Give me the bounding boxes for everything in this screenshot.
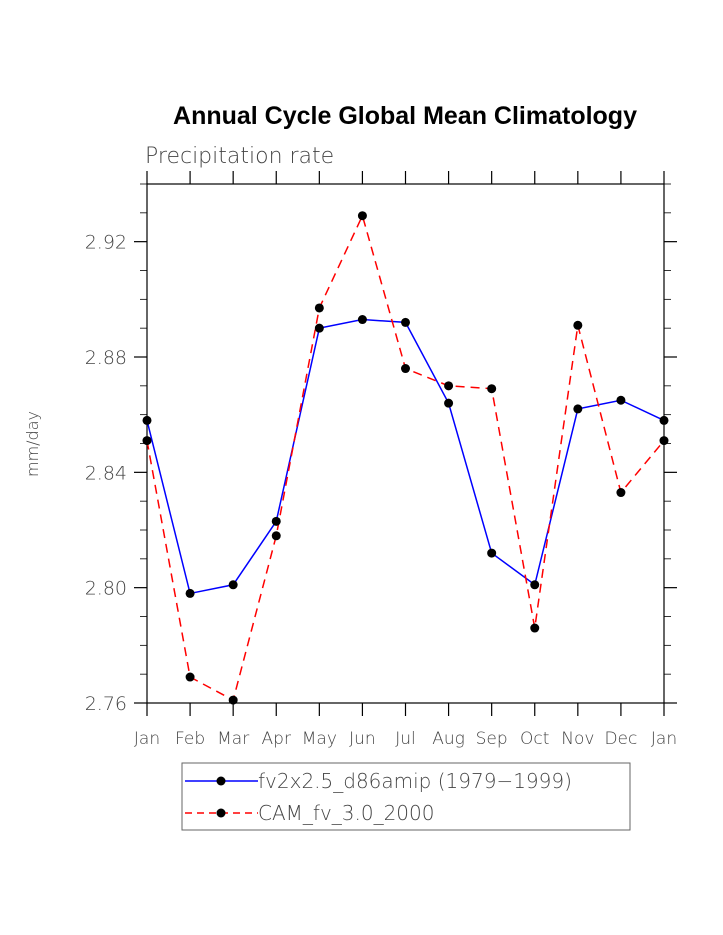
y-tick-label: 2.84 <box>85 462 127 484</box>
series-line-2 <box>146 213 665 702</box>
x-tick-label: Nov <box>561 729 594 749</box>
data-point-series-2 <box>659 436 669 446</box>
x-tick-label: Aug <box>432 729 465 749</box>
y-tick-labels: 2.76 2.80 2.84 2.88 2.92 <box>85 232 127 715</box>
plot-frame <box>146 183 665 704</box>
legend-marker-series-2 <box>216 808 226 818</box>
series-lines <box>146 213 665 702</box>
x-tick-label: Sep <box>476 729 508 749</box>
data-point-series-2 <box>314 303 324 313</box>
x-tick-labels: Jan Feb Mar Apr May Jun Jul Aug Sep Oct Nov Dec Jan <box>134 729 677 749</box>
x-tick-label: Jun <box>349 729 376 749</box>
data-point-series-2 <box>573 320 583 330</box>
y-axis-label: mm/day <box>23 411 42 477</box>
data-point-series-2 <box>271 531 281 541</box>
data-point-series-1 <box>271 516 281 526</box>
data-point-series-2 <box>487 384 497 394</box>
x-tick-label: Dec <box>604 729 637 749</box>
series-points <box>142 211 669 705</box>
data-point-series-1 <box>185 588 195 598</box>
data-point-series-2 <box>616 488 626 498</box>
data-point-series-2 <box>142 436 152 446</box>
legend-marker-series-1 <box>216 776 226 786</box>
y-tick-label: 2.88 <box>85 347 127 369</box>
data-point-series-2 <box>228 695 238 705</box>
y-tick-label: 2.92 <box>85 232 127 254</box>
x-tick-label: Apr <box>262 729 291 749</box>
data-point-series-1 <box>142 415 152 425</box>
legend-box <box>181 762 631 831</box>
data-point-series-2 <box>357 211 367 221</box>
x-tick-label: Jan <box>651 729 677 749</box>
axis-ticks <box>134 171 677 716</box>
data-point-series-1 <box>444 398 454 408</box>
data-point-series-2 <box>185 672 195 682</box>
chart-subtitle: Precipitation rate <box>145 144 334 169</box>
data-point-series-1 <box>228 580 238 590</box>
data-point-series-1 <box>401 317 410 327</box>
x-tick-label: Feb <box>175 729 205 749</box>
x-tick-label: Jul <box>395 729 416 749</box>
y-tick-label: 2.80 <box>85 578 127 600</box>
legend-label-series-1: fv2x2.5_d86amip (1979−1999) <box>258 769 572 793</box>
x-tick-label: May <box>302 729 337 749</box>
data-point-series-1 <box>314 323 324 333</box>
data-point-series-2 <box>401 364 410 374</box>
data-point-series-2 <box>530 623 540 633</box>
data-point-series-1 <box>659 415 669 425</box>
x-tick-label: Jan <box>134 729 160 749</box>
legend: fv2x2.5_d86amip (1979−1999) CAM_fv_3.0_2… <box>181 762 631 831</box>
x-tick-label: Mar <box>217 729 249 749</box>
data-point-series-1 <box>530 580 540 590</box>
legend-label-series-2: CAM_fv_3.0_2000 <box>258 801 434 825</box>
data-point-series-1 <box>487 548 497 558</box>
x-tick-label: Oct <box>520 729 549 749</box>
data-point-series-1 <box>616 395 626 405</box>
chart-title: Annual Cycle Global Mean Climatology <box>173 102 637 130</box>
data-point-series-1 <box>357 315 367 325</box>
data-point-series-1 <box>573 404 583 414</box>
y-tick-label: 2.76 <box>85 693 127 715</box>
data-point-series-2 <box>444 381 454 391</box>
